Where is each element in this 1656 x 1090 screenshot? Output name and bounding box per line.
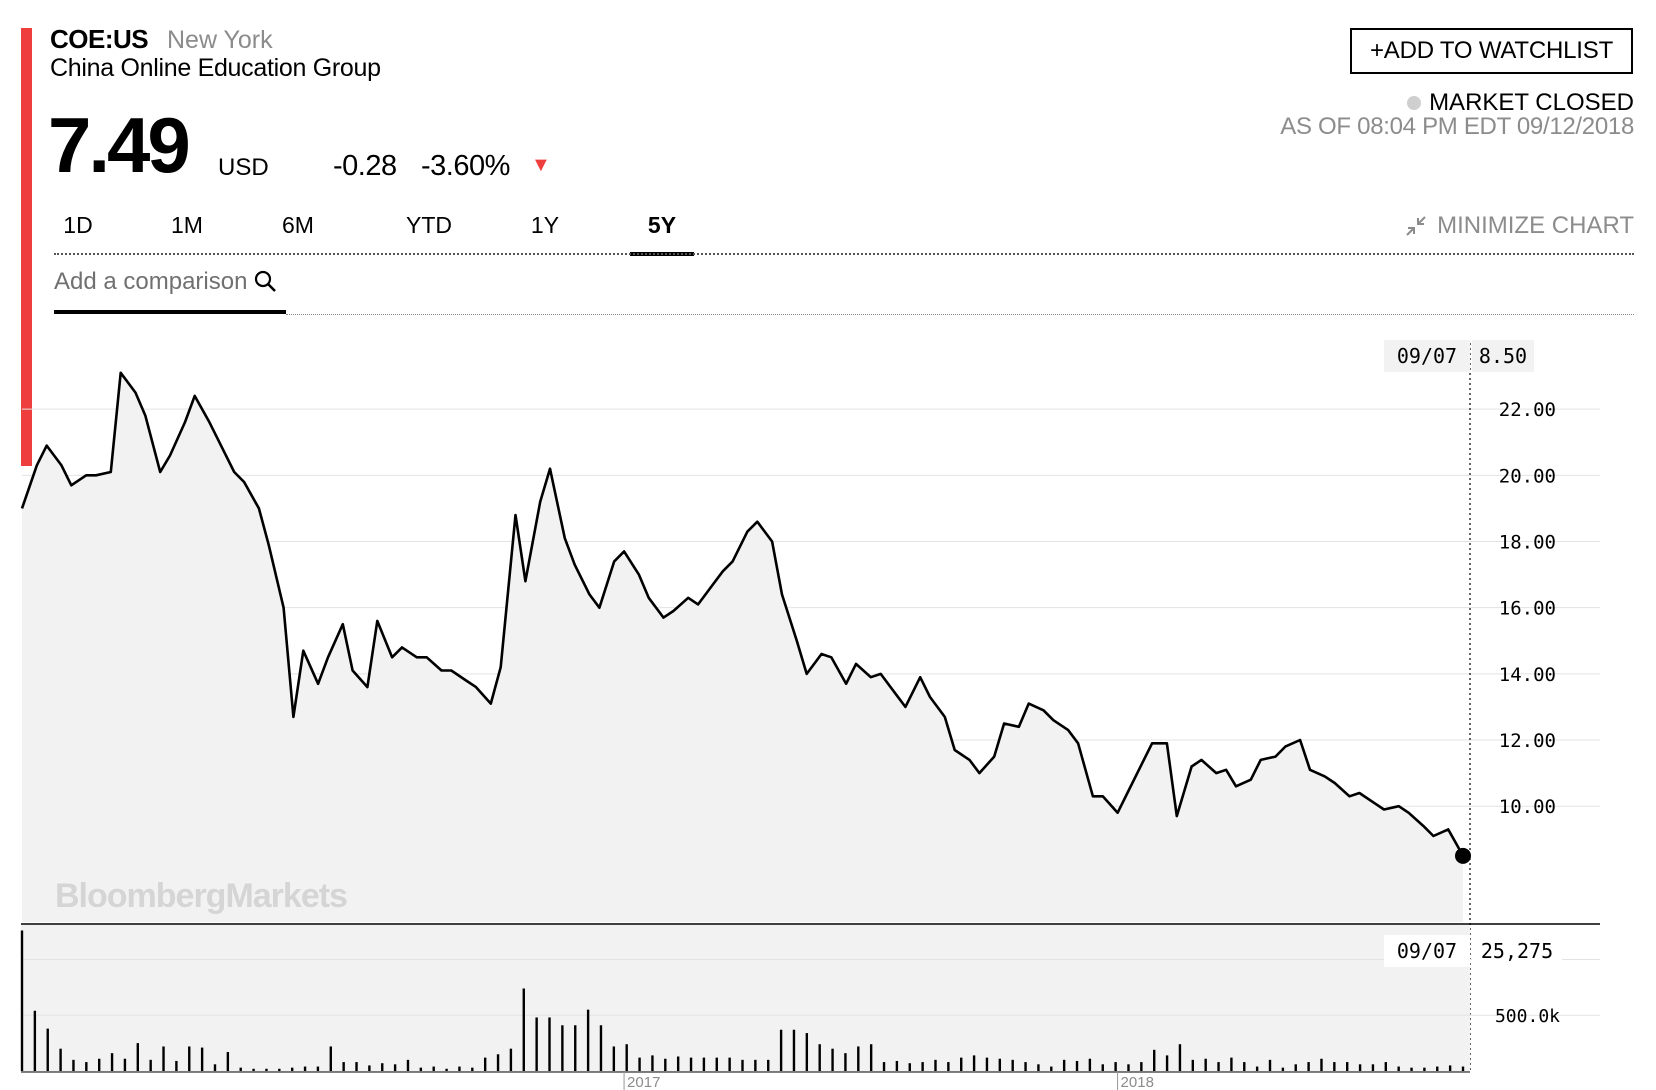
tab-divider bbox=[54, 253, 1634, 255]
x-tick-label: 2018 bbox=[1121, 1074, 1154, 1090]
currency-label: USD bbox=[218, 154, 269, 181]
minimize-chart-button[interactable]: MINIMIZE CHART bbox=[1403, 212, 1634, 240]
comparison-search[interactable]: Add a comparison bbox=[54, 268, 286, 314]
volume-cursor-date: 09/07 bbox=[1397, 939, 1457, 963]
last-price: 7.49 bbox=[48, 101, 191, 189]
price-cursor-date: 09/07 bbox=[1397, 344, 1457, 368]
price-cursor-value-box bbox=[1472, 340, 1534, 372]
volume-tick-label: 500.0k bbox=[1495, 1006, 1560, 1027]
price-tick-label: 16.00 bbox=[1499, 598, 1556, 620]
volume-cursor-value-box bbox=[1472, 935, 1562, 967]
minimize-chart-label: MINIMIZE CHART bbox=[1437, 212, 1634, 239]
comparison-divider bbox=[286, 314, 1634, 315]
watermark: BloombergMarkets bbox=[55, 877, 347, 915]
price-area bbox=[22, 372, 1463, 922]
tab-ytd[interactable]: YTD bbox=[406, 212, 452, 238]
market-status-label: MARKET CLOSED bbox=[1429, 89, 1634, 116]
price-tick-label: 18.00 bbox=[1499, 532, 1556, 554]
last-price-marker bbox=[1455, 847, 1471, 864]
as-of-timestamp: AS OF 08:04 PM EDT 09/12/2018 bbox=[1280, 113, 1634, 140]
tab-1d[interactable]: 1D bbox=[63, 212, 93, 238]
tab-6m[interactable]: 6M bbox=[282, 212, 314, 238]
price-tick-label: 22.00 bbox=[1499, 399, 1556, 421]
price-line bbox=[20, 371, 1465, 857]
x-tick-label: 2017 bbox=[627, 1074, 660, 1090]
volume-cursor-value: 25,275 bbox=[1481, 939, 1553, 963]
accent-bar bbox=[21, 28, 32, 466]
ticker-symbol: COE:US bbox=[50, 24, 149, 54]
exchange-name: New York bbox=[167, 26, 273, 54]
price-tick-label: 10.00 bbox=[1499, 796, 1556, 818]
minimize-icon bbox=[1406, 216, 1426, 236]
volume-panel bbox=[21, 925, 1470, 1072]
price-change-percent: -3.60% bbox=[421, 150, 510, 182]
tab-1m[interactable]: 1M bbox=[171, 212, 203, 238]
volume-cursor-date-box bbox=[1384, 935, 1470, 967]
down-arrow-icon: ▼ bbox=[531, 154, 551, 176]
price-tick-label: 20.00 bbox=[1499, 465, 1556, 487]
tab-1y[interactable]: 1Y bbox=[530, 212, 560, 238]
price-change: -0.28 bbox=[333, 150, 397, 182]
status-dot-icon bbox=[1407, 96, 1422, 110]
market-status: MARKET CLOSED bbox=[1407, 89, 1634, 117]
search-icon bbox=[255, 270, 277, 292]
add-to-watchlist-button[interactable]: +ADD TO WATCHLIST bbox=[1350, 28, 1633, 74]
price-cursor-value: 8.50 bbox=[1479, 344, 1527, 368]
price-tick-label: 12.00 bbox=[1499, 730, 1556, 752]
price-cursor-date-box bbox=[1384, 340, 1470, 372]
price-tick-label: 14.00 bbox=[1499, 664, 1556, 686]
company-name: China Online Education Group bbox=[50, 54, 381, 82]
comparison-placeholder: Add a comparison bbox=[54, 268, 248, 295]
